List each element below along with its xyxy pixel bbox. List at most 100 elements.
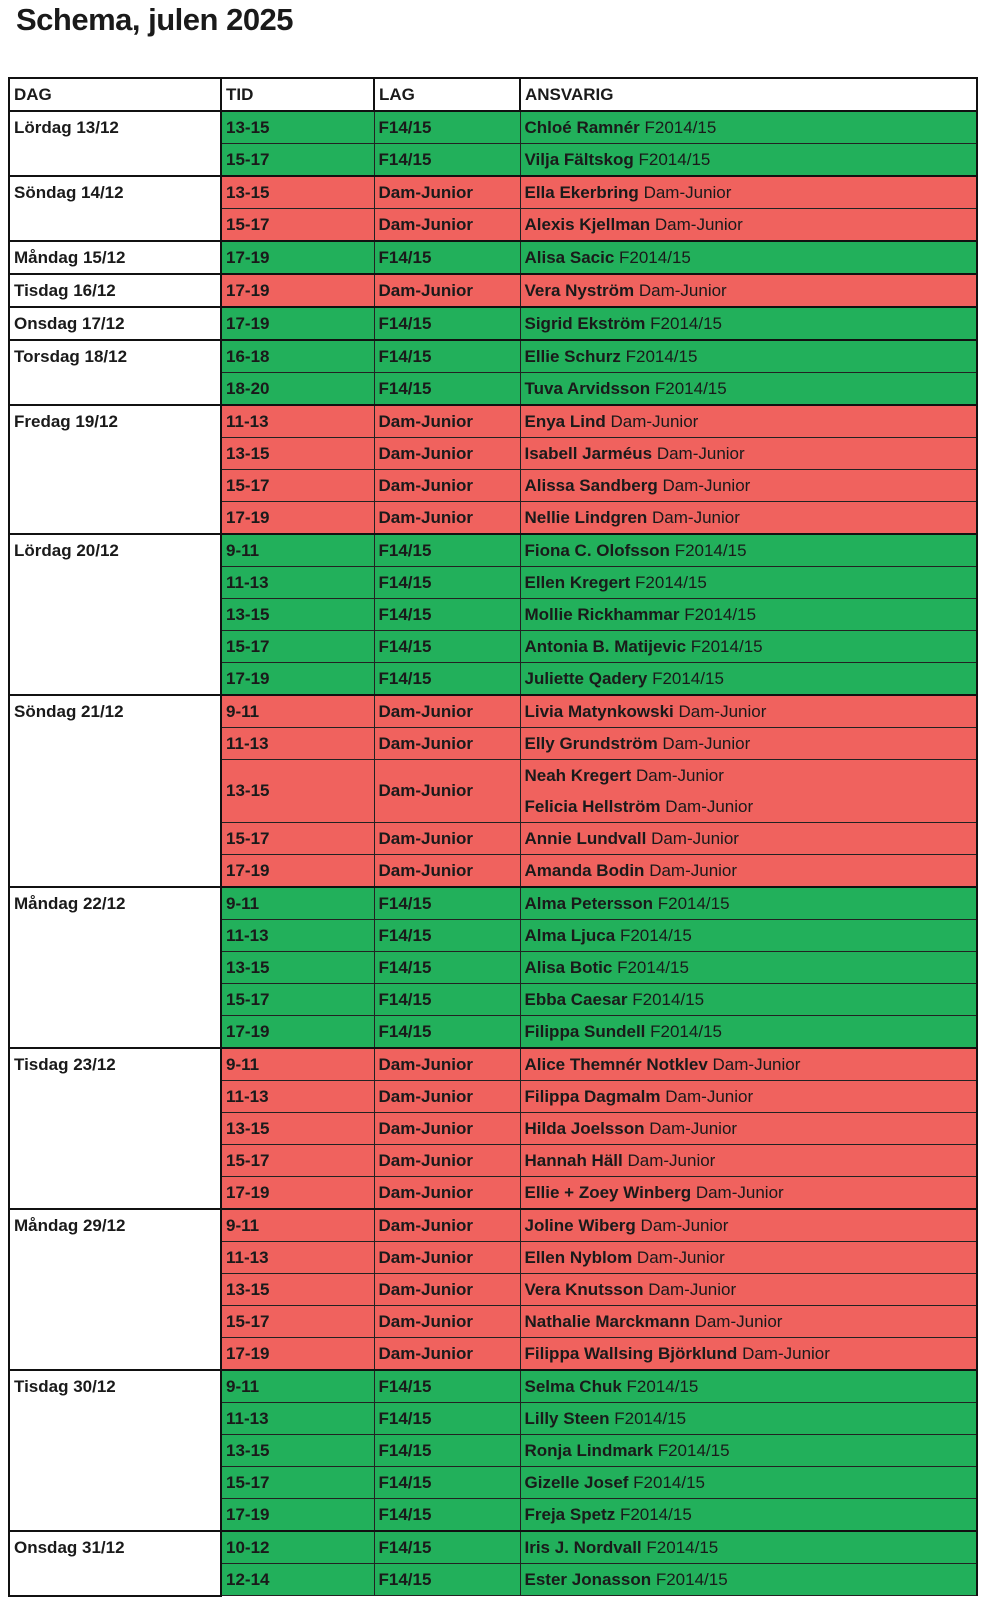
team-cell: F14/15 bbox=[373, 533, 521, 567]
person-team: Dam-Junior bbox=[695, 1183, 784, 1202]
person-team: F2014/15 bbox=[644, 118, 717, 137]
person-team: Dam-Junior bbox=[648, 1280, 737, 1299]
schedule-row: Onsdag 31/12 10-12 F14/15 Iris J. Nordvall … bbox=[8, 1530, 978, 1597]
responsible-cell: Elly Grundström Dam-Junior bbox=[519, 727, 978, 760]
schedule-row: 17-19 Dam-Junior Amanda Bodin Dam-Junior bbox=[9, 854, 978, 888]
responsible-cell: Ellen Kregert F2014/15 bbox=[519, 566, 978, 599]
responsible-line: Filippa Sundell F2014/15 bbox=[525, 1016, 973, 1047]
person-name: Filippa Sundell bbox=[524, 1022, 646, 1041]
responsible-line: Ellie Schurz F2014/15 bbox=[525, 342, 973, 372]
schedule-row: Söndag 21/12 9-11 Dam-Junior Livia Matynkow… bbox=[8, 694, 978, 888]
responsible-cell: Nathalie Marckmann Dam-Junior bbox=[519, 1305, 978, 1338]
person-team: F2014/15 bbox=[684, 605, 757, 624]
schedule-row: 13-15 F14/15 Ronja Lindmark F2014/15 bbox=[9, 1434, 978, 1467]
team-cell: F14/15 bbox=[373, 1466, 521, 1499]
person-team: F2014/15 bbox=[638, 150, 711, 169]
person-team: F2014/15 bbox=[657, 894, 730, 913]
schedule-row: 15-17 F14/15 Gizelle Josef F2014/15 bbox=[9, 1466, 978, 1499]
person-name: Gizelle Josef bbox=[524, 1473, 629, 1492]
responsible-cell: Alma Petersson F2014/15 bbox=[519, 886, 978, 920]
responsible-cell: Gizelle Josef F2014/15 bbox=[519, 1466, 978, 1499]
day-cell: Lördag 20/12 bbox=[8, 533, 222, 696]
person-name: Annie Lundvall bbox=[524, 829, 647, 848]
responsible-line: Alisa Sacic F2014/15 bbox=[525, 243, 973, 273]
person-name: Sigrid Ekström bbox=[524, 314, 646, 333]
responsible-cell: Ellie Schurz F2014/15 bbox=[519, 339, 978, 373]
team-cell: Dam-Junior bbox=[373, 404, 521, 438]
responsible-line: Vera Nyström Dam-Junior bbox=[525, 276, 973, 306]
time-cell: 18-20 bbox=[220, 372, 375, 406]
team-cell: F14/15 bbox=[373, 240, 521, 275]
responsible-cell: Enya Lind Dam-Junior bbox=[519, 404, 978, 438]
team-cell: Dam-Junior bbox=[373, 1112, 521, 1145]
responsible-line: Hilda Joelsson Dam-Junior bbox=[525, 1114, 973, 1144]
responsible-line: Elly Grundström Dam-Junior bbox=[525, 729, 973, 759]
person-name: Alma Petersson bbox=[524, 894, 654, 913]
responsible-cell: Nellie Lindgren Dam-Junior bbox=[519, 501, 978, 535]
responsible-cell: Amanda Bodin Dam-Junior bbox=[519, 854, 978, 888]
responsible-cell: Ronja Lindmark F2014/15 bbox=[519, 1434, 978, 1467]
time-cell: 13-15 bbox=[220, 175, 375, 209]
schedule-row: Tisdag 23/12 9-11 Dam-Junior Alice Themnér … bbox=[8, 1047, 978, 1210]
column-header: LAG bbox=[373, 77, 521, 112]
responsible-line: Alma Petersson F2014/15 bbox=[524, 889, 973, 919]
responsible-cell: Alice Themnér Notklev Dam-Junior bbox=[519, 1047, 978, 1081]
time-cell: 15-17 bbox=[220, 208, 375, 242]
schedule-row: 13-15 F14/15 Alisa Botic F2014/15 bbox=[9, 951, 978, 984]
person-team: F2014/15 bbox=[650, 1022, 722, 1041]
team-cell: F14/15 bbox=[373, 1563, 521, 1596]
responsible-line: Ronja Lindmark F2014/15 bbox=[524, 1436, 973, 1466]
schedule-row: 13-15 Dam-Junior Neah Kregert Dam-Junior Fe… bbox=[9, 759, 978, 823]
responsible-cell: Ester Jonasson F2014/15 bbox=[519, 1563, 978, 1596]
person-team: F2014/15 bbox=[646, 1538, 719, 1557]
person-name: Ronja Lindmark bbox=[524, 1441, 653, 1460]
time-cell: 11-13 bbox=[220, 1241, 375, 1274]
schedule-row: Måndag 15/12 17-19 F14/15 Alisa Sacic F2014… bbox=[8, 240, 978, 275]
schedule-row: Lördag 20/12 9-11 F14/15 Fiona C. Olofsson … bbox=[8, 533, 978, 696]
time-cell: 13-15 bbox=[220, 1434, 375, 1467]
responsible-line: Filippa Wallsing Björklund Dam-Junior bbox=[525, 1338, 973, 1369]
responsible-line: Nathalie Marckmann Dam-Junior bbox=[524, 1307, 973, 1337]
person-name: Mollie Rickhammar bbox=[524, 605, 680, 624]
team-cell: Dam-Junior bbox=[373, 1337, 521, 1371]
person-name: Juliette Qadery bbox=[524, 669, 648, 688]
team-cell: F14/15 bbox=[373, 372, 521, 406]
person-team: F2014/15 bbox=[619, 926, 692, 945]
person-team: F2014/15 bbox=[614, 1409, 687, 1428]
responsible-cell: Alexis Kjellman Dam-Junior bbox=[519, 208, 978, 242]
person-name: Selma Chuk bbox=[524, 1377, 622, 1396]
time-cell: 11-13 bbox=[220, 727, 375, 760]
column-header: DAG bbox=[8, 77, 222, 112]
responsible-cell: Selma Chuk F2014/15 bbox=[519, 1369, 978, 1403]
team-cell: Dam-Junior bbox=[373, 1047, 521, 1081]
day-cell: Lördag 13/12 bbox=[8, 110, 222, 177]
person-name: Tuva Arvidsson bbox=[524, 379, 651, 398]
team-cell: F14/15 bbox=[373, 919, 521, 952]
person-name: Ellen Kregert bbox=[524, 573, 631, 592]
person-team: Dam-Junior bbox=[652, 508, 740, 527]
schedule-row: 15-17 Dam-Junior Annie Lundvall Dam-Junior bbox=[9, 822, 978, 855]
table-body: Lördag 13/12 13-15 F14/15 Chloé Ramnér F201… bbox=[8, 110, 978, 1597]
person-name: Alice Themnér Notklev bbox=[524, 1055, 708, 1074]
time-cell: 13-15 bbox=[220, 1273, 375, 1306]
responsible-line: Ellen Kregert F2014/15 bbox=[524, 568, 973, 598]
team-cell: F14/15 bbox=[373, 1434, 521, 1467]
responsible-line: Mollie Rickhammar F2014/15 bbox=[524, 600, 973, 630]
person-team: Dam-Junior bbox=[649, 1119, 738, 1138]
header-row: DAG TID LAG ANSVARIG bbox=[8, 77, 978, 112]
responsible-line: Chloé Ramnér F2014/15 bbox=[525, 113, 973, 143]
person-team: Dam-Junior bbox=[742, 1344, 830, 1363]
responsible-cell: Iris J. Nordvall F2014/15 bbox=[519, 1530, 978, 1564]
person-name: Nathalie Marckmann bbox=[524, 1312, 690, 1331]
team-cell: Dam-Junior bbox=[373, 437, 521, 470]
responsible-cell: Mollie Rickhammar F2014/15 bbox=[519, 598, 978, 631]
person-team: Dam-Junior bbox=[665, 797, 754, 816]
schedule-row: 13-15 Dam-Junior Hilda Joelsson Dam-Junior bbox=[9, 1112, 978, 1145]
time-cell: 11-13 bbox=[220, 566, 375, 599]
responsible-line: Tuva Arvidsson F2014/15 bbox=[525, 373, 973, 404]
responsible-cell: Joline Wiberg Dam-Junior bbox=[519, 1208, 978, 1242]
person-name: Alisa Botic bbox=[524, 958, 613, 977]
person-name: Neah Kregert bbox=[524, 766, 632, 785]
team-cell: F14/15 bbox=[373, 110, 521, 144]
time-cell: 17-19 bbox=[220, 1015, 375, 1049]
